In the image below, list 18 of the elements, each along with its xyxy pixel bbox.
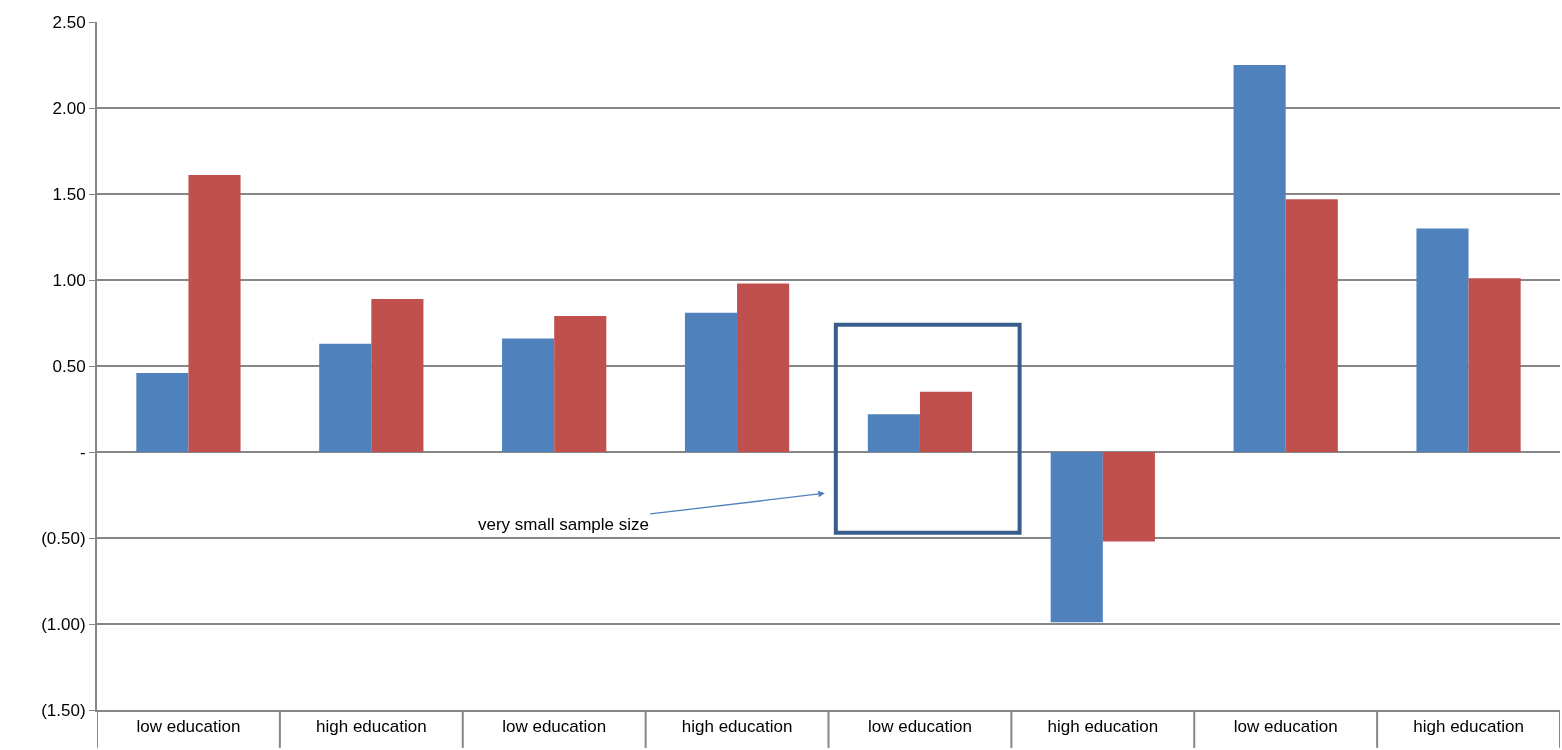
x-tick-label: low education xyxy=(1233,717,1338,737)
x-tick-label: high education xyxy=(1047,717,1159,737)
y-tick-label: 2.00 xyxy=(52,98,86,118)
x-tick-label: low education xyxy=(136,717,241,737)
y-tick-label: - xyxy=(79,442,86,462)
x-tick-label: high education xyxy=(681,717,793,737)
x-tick-label: high education xyxy=(316,717,427,737)
y-tick-label: (0.50) xyxy=(41,528,86,548)
x-tick-label: low education xyxy=(867,717,972,737)
y-tick-label: 2.50 xyxy=(52,12,86,32)
y-tick-label: 1.50 xyxy=(52,184,86,204)
x-tick-label: low education xyxy=(502,717,607,737)
x-tick-label: high education xyxy=(1413,717,1524,737)
y-tick-label: 1.00 xyxy=(52,270,86,290)
y-tick-label: 0.50 xyxy=(52,356,86,376)
y-tick-label: (1.00) xyxy=(41,614,86,634)
annotation: very small sample size xyxy=(478,515,649,534)
y-tick-label: (1.50) xyxy=(41,700,86,720)
